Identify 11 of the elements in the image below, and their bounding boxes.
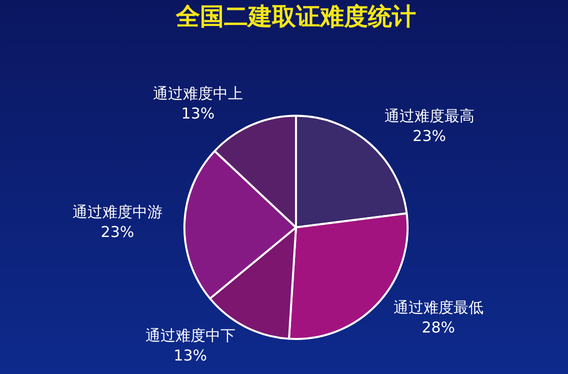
slice-label: 通过难度最低 xyxy=(393,298,484,317)
data-label: 23% xyxy=(412,127,446,146)
data-label: 23% xyxy=(100,223,134,242)
slice-label: 通过难度最高 xyxy=(384,107,474,126)
data-label: 28% xyxy=(422,318,456,337)
chart-title: 全国二建取证难度统计 xyxy=(175,2,416,31)
slice-label: 通过难度中上 xyxy=(152,84,243,103)
data-label: 13% xyxy=(174,346,208,364)
data-label: 13% xyxy=(181,104,215,123)
slice-label: 通过难度中游 xyxy=(72,203,162,222)
slice-label: 通过难度中下 xyxy=(145,326,236,344)
